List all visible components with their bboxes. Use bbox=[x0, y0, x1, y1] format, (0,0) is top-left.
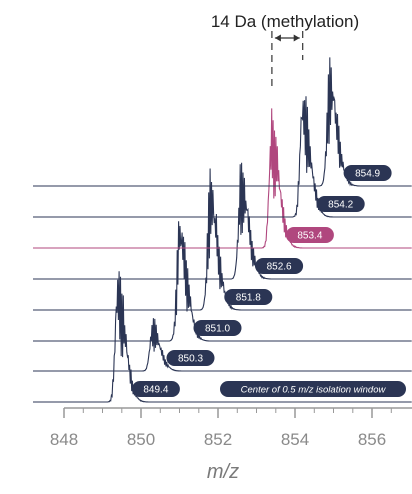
series-label-pill bbox=[316, 196, 365, 212]
series-label: 854.2 bbox=[328, 200, 353, 211]
series-label: 852.6 bbox=[267, 262, 292, 273]
annotation-text: 14 Da (methylation) bbox=[211, 12, 359, 31]
spectrum-trace-854.9 bbox=[33, 57, 412, 187]
series-label: 851.8 bbox=[236, 293, 261, 304]
series-labels: 849.4 850.3 851.0 851.8 852.6 853.4 854.2 854.9… bbox=[131, 165, 406, 397]
series-label-pill bbox=[131, 381, 180, 397]
annotation-group: 14 Da (methylation) bbox=[211, 12, 359, 88]
x-tick-label: 852 bbox=[204, 430, 232, 449]
spectra-group bbox=[33, 57, 412, 403]
spectrum-trace-852.6 bbox=[33, 162, 412, 280]
x-tick-label: 856 bbox=[358, 430, 386, 449]
spectrum-trace-851.0 bbox=[33, 221, 412, 342]
series-label: 854.9 bbox=[355, 169, 380, 180]
spectrum-trace-854.2 bbox=[33, 96, 412, 218]
series-label-pill bbox=[255, 258, 304, 274]
x-tick-label: 848 bbox=[50, 430, 78, 449]
series-label: 849.4 bbox=[143, 385, 168, 396]
spectrum-trace-850.3 bbox=[33, 318, 412, 372]
x-axis: 848 850 852 854 856 bbox=[50, 407, 412, 449]
annotation-arrowhead-right bbox=[293, 34, 300, 42]
series-label: 851.0 bbox=[205, 324, 230, 335]
isolation-window-pill bbox=[220, 381, 406, 397]
series-label: 850.3 bbox=[178, 354, 203, 365]
spectrum-trace-849.4 bbox=[33, 271, 412, 403]
series-label-pill bbox=[343, 165, 392, 181]
spectrum-trace-853.4 bbox=[33, 108, 412, 249]
annotation-arrowhead-left bbox=[274, 34, 281, 42]
series-label-pill bbox=[224, 289, 273, 305]
x-tick-label: 854 bbox=[281, 430, 309, 449]
x-axis-title: m/z bbox=[207, 461, 239, 483]
spectrum-trace-851.8 bbox=[33, 168, 412, 311]
series-label-pill bbox=[193, 320, 242, 336]
isolation-window-label: Center of 0.5 m/z isolation window bbox=[241, 385, 387, 396]
series-label-pill bbox=[166, 350, 215, 366]
x-tick-label: 850 bbox=[127, 430, 155, 449]
series-label-pill bbox=[285, 227, 334, 243]
series-label: 853.4 bbox=[297, 231, 322, 242]
